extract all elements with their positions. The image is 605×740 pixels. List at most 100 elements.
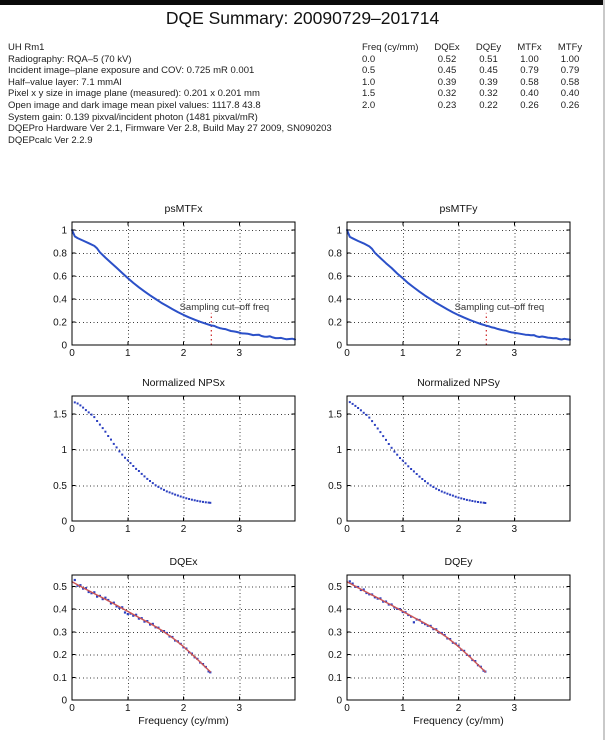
y-tick-label: 0.5 [53, 582, 67, 593]
x-tick-label: 2 [456, 524, 462, 535]
series-DQEx-fit [71, 581, 211, 673]
table-cell: 0.45 [437, 65, 457, 77]
info-line-exposure: Incident image–plane exposure and COV: 0… [8, 65, 255, 77]
info-line-system-gain: System gain: 0.139 pixval/incident photo… [8, 111, 258, 123]
y-tick-label: 0 [336, 341, 342, 352]
table-cell: 0.39 [479, 76, 498, 88]
grid-lines [72, 396, 295, 521]
series-NPSy [348, 401, 487, 504]
axis-ticks [346, 222, 570, 346]
summary-table: Freq (cy/mm) DQEx DQEy MTFx MTFy 0.0 0.5… [362, 42, 590, 112]
chart-title: DQEy [444, 556, 473, 568]
tick-labels: 0 1 2 3 0 0.2 0.4 0.6 0.8 1 [53, 226, 242, 359]
x-tick-label: 3 [236, 524, 242, 535]
y-tick-label: 0.1 [328, 673, 342, 684]
series-NPSx [73, 401, 212, 504]
table-cell: 0.5 [362, 65, 376, 77]
x-tick-label: 1 [125, 348, 131, 359]
table-cell: 0.0 [362, 53, 376, 65]
col-header-mtfy: MTFy [557, 42, 583, 53]
table-cell: 1.00 [560, 53, 580, 65]
plot-box [71, 574, 296, 701]
x-tick-label: 3 [511, 703, 517, 714]
table-row: 2.0 0.23 0.22 0.26 0.26 [362, 100, 590, 112]
x-tick-label: 1 [400, 348, 406, 359]
table-cell: 1.0 [362, 76, 376, 88]
table-cell: 1.00 [520, 53, 539, 65]
info-line-radiography: Radiography: RQA–5 (70 kV) [8, 53, 132, 65]
chart-title: psMTFy [440, 203, 479, 215]
table-cell: 0.58 [560, 76, 580, 88]
table-cell: 0.52 [437, 53, 457, 65]
table-row: 0.5 0.45 0.45 0.79 0.79 [362, 65, 590, 77]
y-tick-label: 0 [61, 696, 67, 707]
y-tick-label: 1.5 [328, 409, 342, 420]
plot-box [71, 221, 296, 346]
y-tick-label: 0.1 [53, 673, 67, 684]
chart-title: DQEx [169, 556, 198, 568]
grid-lines [347, 396, 570, 521]
table-cell: 0.79 [520, 65, 539, 77]
grid-lines [347, 222, 570, 345]
tick-labels: 0 1 2 3 0 0.2 0.4 0.6 0.8 1 [328, 226, 517, 359]
x-tick-label: 1 [400, 703, 406, 714]
plot-box [346, 574, 571, 701]
y-tick-label: 0 [336, 517, 342, 528]
series-psMTFy [346, 229, 571, 341]
y-tick-label: 1 [336, 445, 342, 456]
chart-psmtfx: 0 1 2 3 0 0.2 0.4 0.6 0.8 1 psMTFx Sampling cut–off… [53, 203, 296, 359]
y-tick-label: 0.4 [328, 605, 342, 616]
chart-title: psMTFx [165, 203, 204, 215]
info-line-room: UH Rm1 [8, 42, 45, 53]
grid-lines [72, 575, 295, 700]
table-cell: 0.40 [560, 88, 580, 100]
info-line-mean-pixel: Open image and dark image mean pixel val… [8, 99, 261, 111]
series-DQEy-points [348, 580, 487, 673]
y-tick-label: 0 [61, 517, 67, 528]
chart-title: Normalized NPSx [142, 377, 226, 389]
col-header-freq: Freq (cy/mm) [362, 42, 419, 53]
table-cell: 0.32 [437, 88, 457, 100]
table-row: 1.0 0.39 0.39 0.58 0.58 [362, 77, 590, 89]
tick-labels: 0 1 2 3 0 0.5 1 1.5 [53, 409, 242, 535]
axis-ticks [71, 222, 295, 346]
y-tick-label: 0.5 [328, 481, 342, 492]
y-tick-label: 0 [336, 696, 342, 707]
x-tick-label: 3 [511, 524, 517, 535]
table-cell: 0.22 [479, 99, 498, 111]
sampling-cutoff-label: Sampling cut–off freq [455, 302, 545, 313]
x-tick-label: 0 [344, 524, 350, 535]
y-tick-label: 0.2 [328, 650, 342, 661]
x-tick-label: 1 [400, 524, 406, 535]
x-tick-label: 1 [125, 524, 131, 535]
y-tick-label: 1 [61, 445, 67, 456]
tick-labels: 0 1 2 3 0 0.1 0.2 0.3 0.4 0.5 [53, 582, 242, 714]
table-cell: 0.45 [479, 65, 498, 77]
plot-box [71, 395, 296, 522]
page-right-edge [603, 0, 605, 740]
y-tick-label: 0.5 [53, 481, 67, 492]
window-top-bar [0, 0, 605, 5]
x-axis-label: Frequency (cy/mm) [138, 715, 228, 727]
y-tick-label: 0.8 [328, 249, 342, 260]
y-tick-label: 1.5 [53, 409, 67, 420]
y-tick-label: 0.6 [328, 272, 342, 283]
series-DQEy-fit [346, 581, 486, 673]
table-cell: 0.32 [479, 88, 498, 100]
y-tick-label: 0.4 [53, 605, 67, 616]
y-tick-label: 0 [61, 341, 67, 352]
info-line-hvl: Half–value layer: 7.1 mmAl [8, 76, 122, 88]
y-tick-label: 1 [61, 226, 67, 237]
y-tick-label: 0.3 [53, 627, 67, 638]
y-tick-label: 0.4 [328, 295, 342, 306]
x-axis-label: Frequency (cy/mm) [413, 715, 503, 727]
tick-labels: 0 1 2 3 0 0.1 0.2 0.3 0.4 0.5 [328, 582, 517, 714]
y-tick-label: 0.8 [53, 249, 67, 260]
x-tick-label: 2 [181, 703, 187, 714]
x-tick-label: 3 [236, 348, 242, 359]
y-tick-label: 1 [336, 226, 342, 237]
axis-ticks [346, 575, 570, 701]
x-tick-label: 3 [511, 348, 517, 359]
table-cell: 0.40 [520, 88, 539, 100]
